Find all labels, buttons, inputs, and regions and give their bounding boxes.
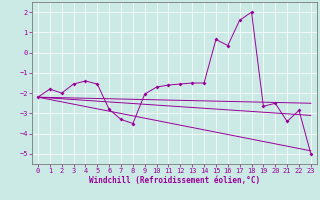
X-axis label: Windchill (Refroidissement éolien,°C): Windchill (Refroidissement éolien,°C)	[89, 176, 260, 185]
